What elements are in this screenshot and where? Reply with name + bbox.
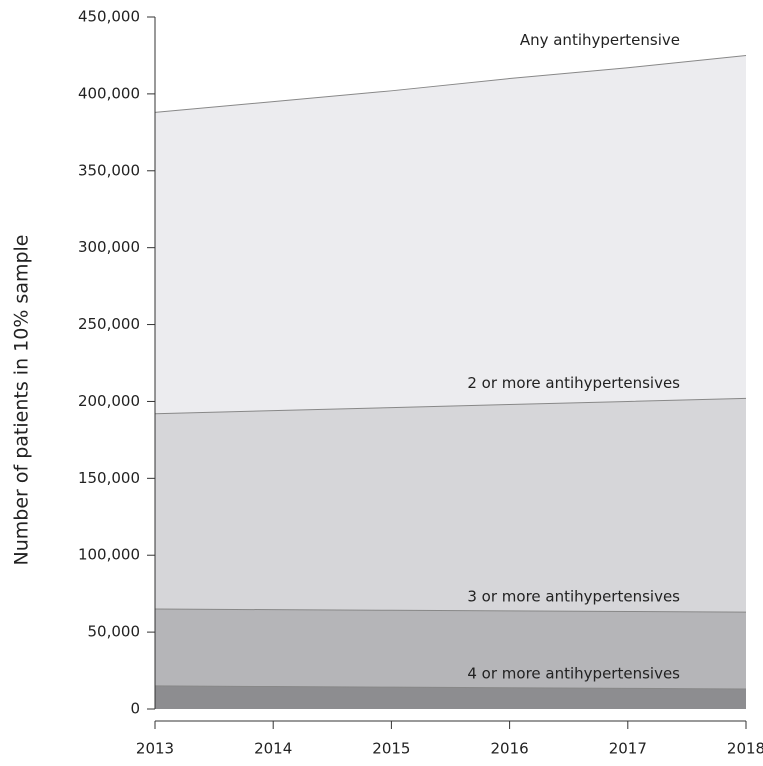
x-tick-label: 2013 <box>136 740 174 758</box>
x-tick-label: 2015 <box>372 740 410 758</box>
x-tick-label: 2018 <box>727 740 763 758</box>
y-tick-label: 400,000 <box>78 84 140 102</box>
series-label: 3 or more antihypertensives <box>467 588 680 606</box>
x-tick-label: 2016 <box>491 740 529 758</box>
series-label: Any antihypertensive <box>520 31 680 49</box>
x-tick-label: 2017 <box>609 740 647 758</box>
area-edge <box>154 397 747 415</box>
area <box>155 609 746 709</box>
y-tick-label: 200,000 <box>78 392 140 410</box>
area <box>155 685 746 709</box>
area-edge <box>154 608 747 613</box>
y-tick-label: 0 <box>130 700 140 718</box>
series-label: 2 or more antihypertensives <box>467 374 680 392</box>
area-edge <box>154 54 747 113</box>
y-tick-label: 450,000 <box>78 8 140 26</box>
y-axis-label: Number of patients in 10% sample <box>11 235 33 566</box>
y-tick-label: 300,000 <box>78 238 140 256</box>
y-tick-label: 100,000 <box>78 546 140 564</box>
y-tick-label: 250,000 <box>78 315 140 333</box>
x-tick-label: 2014 <box>254 740 292 758</box>
y-tick-label: 350,000 <box>78 161 140 179</box>
y-tick-label: 50,000 <box>88 623 141 641</box>
area-edge <box>154 685 747 690</box>
series-label: 4 or more antihypertensives <box>467 665 680 683</box>
y-tick-label: 150,000 <box>78 469 140 487</box>
